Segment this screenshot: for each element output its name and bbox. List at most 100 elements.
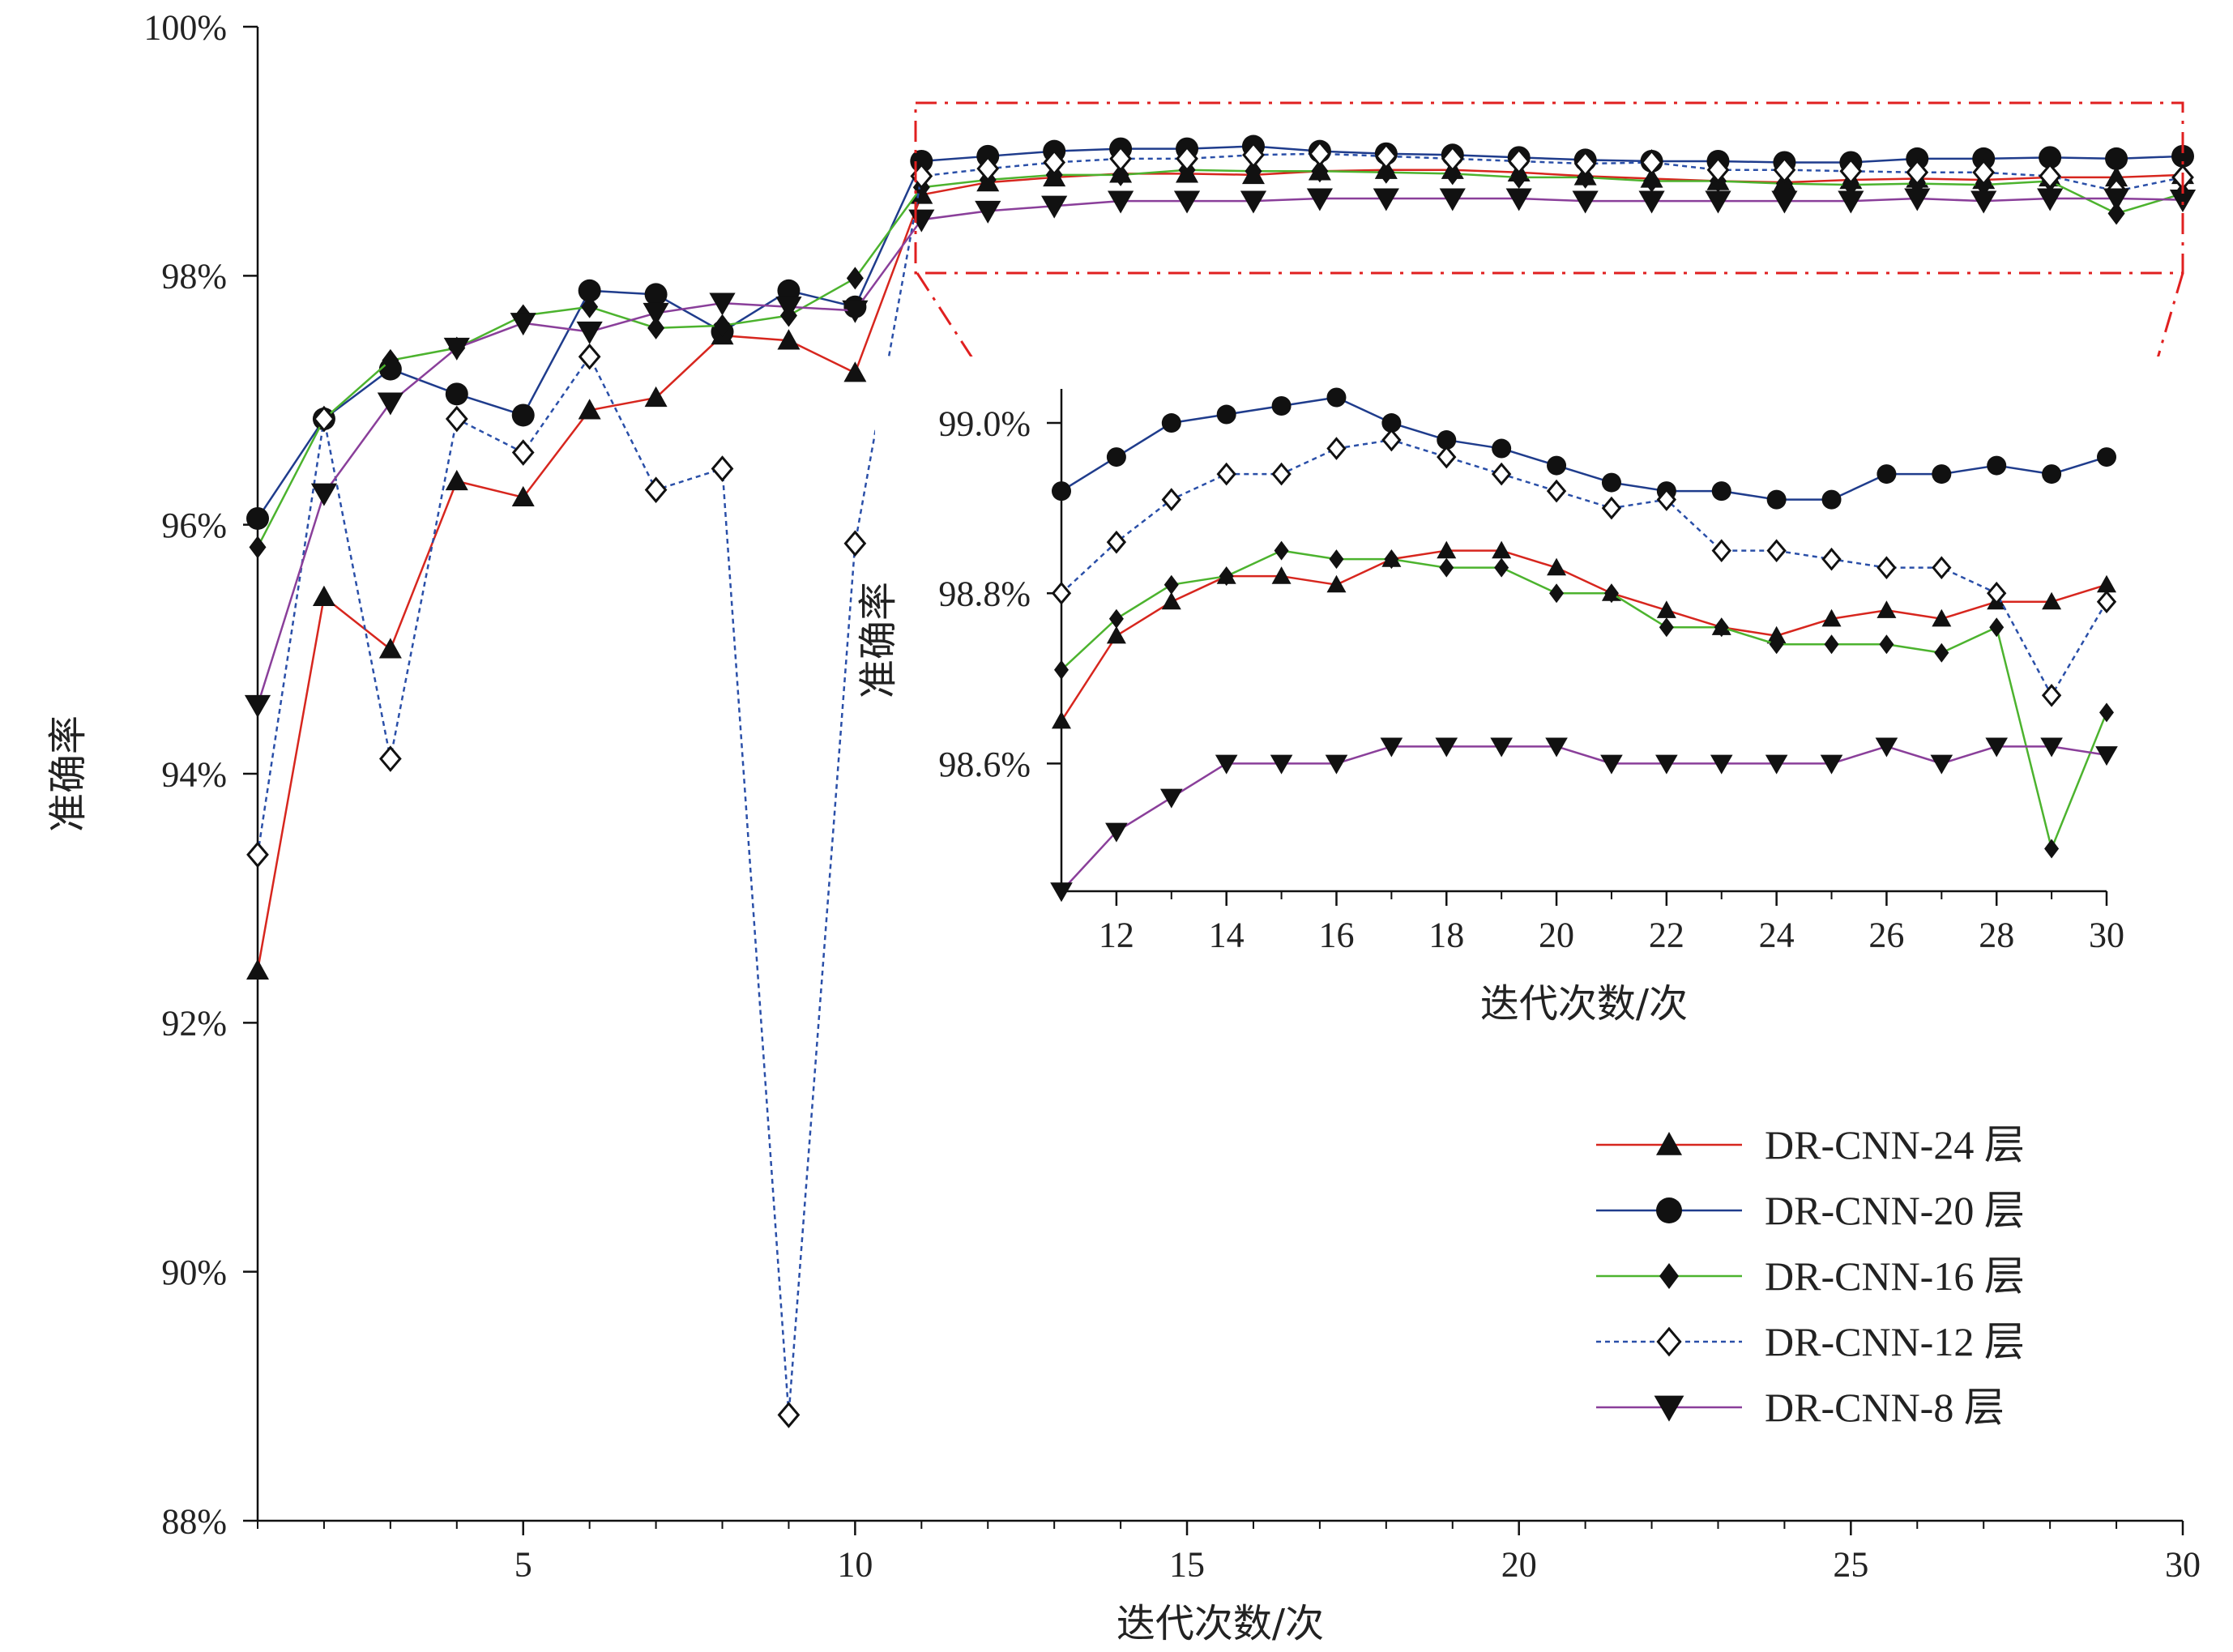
data-point [777,1402,801,1428]
data-point [1545,737,1568,758]
x-tick-label: 12 [1099,916,1134,955]
legend-item-0: DR-CNN-24 层 [1596,1122,2025,1167]
data-point [1161,591,1181,610]
data-point [1821,489,1842,510]
data-point [1970,190,1997,214]
data-point [1271,462,1292,486]
x-tick-label: 14 [1209,916,1245,955]
data-point [711,455,734,482]
data-point [1437,430,1457,450]
x-tick-label: 18 [1428,916,1464,955]
data-point [1441,145,1464,173]
data-point [1643,169,1661,193]
y-tick-label: 92% [161,1004,227,1044]
y-tick-label: 100% [143,7,227,47]
data-point [1773,156,1796,184]
data-point [1492,540,1512,559]
data-point [1050,882,1073,903]
legend-marker [1656,1132,1682,1155]
x-tick-label: 24 [1759,916,1795,955]
legend-label: DR-CNN-24 层 [1765,1122,2025,1167]
data-point [1215,754,1238,775]
legend-label: DR-CNN-20 层 [1765,1188,2025,1233]
data-point [1176,145,1198,173]
legend: DR-CNN-24 层 DR-CNN-20 层 DR-CNN-16 层 DR-CNN-… [1596,1122,2025,1430]
data-point [2097,447,2116,467]
data-point [1437,445,1457,469]
data-point [1271,566,1292,584]
data-point [1161,488,1181,511]
data-point [1242,141,1265,169]
data-point [1705,190,1731,214]
data-point [1041,195,1068,219]
data-point [644,476,668,503]
legend-marker [1656,1197,1682,1223]
data-point [1714,617,1729,638]
y-tick-label: 99.0% [938,403,1031,443]
legend-item-1: DR-CNN-20 层 [1596,1188,2025,1233]
series-4 [244,188,2197,718]
data-point [1325,754,1348,775]
data-point [1163,574,1179,595]
data-point [1380,737,1403,758]
data-point [1381,428,1402,452]
data-point [576,321,603,344]
data-point [249,536,267,559]
data-point [1875,737,1898,758]
legend-label: DR-CNN-12 层 [1765,1319,2025,1364]
data-point [1766,489,1787,510]
data-point [1309,140,1331,168]
data-point [244,694,271,718]
data-point [714,314,732,337]
y-axis-title: 准确率 [45,715,91,832]
data-point [2105,165,2128,187]
data-point [1439,557,1454,578]
data-point [1765,754,1788,775]
data-point [1051,581,1072,605]
data-point [1987,455,2007,476]
data-point [1216,462,1236,486]
data-point [1219,566,1234,587]
data-point [511,439,535,466]
x-tick-label: 26 [1868,916,1904,955]
data-point [2099,702,2114,723]
data-point [1824,634,1839,655]
x-tick-label: 28 [1979,916,2014,955]
data-point [1821,547,1842,571]
series-line [1061,549,2108,850]
data-point [1216,404,1236,425]
data-point [510,313,536,336]
data-point [1655,754,1678,775]
data-point [1766,539,1787,562]
data-point [445,469,468,491]
data-point [377,392,403,416]
x-tick-label: 15 [1169,1545,1205,1585]
data-point [1906,147,1929,170]
data-point [976,155,1000,182]
data-point [1932,464,1952,485]
legend-marker [1659,1263,1679,1289]
data-point [2105,147,2128,170]
data-point [1240,190,1267,214]
data-point [1711,481,1731,502]
data-point [378,638,402,659]
series-4 [1050,737,2118,903]
data-point [777,279,801,302]
data-point [1052,481,1071,502]
data-point [1879,634,1894,655]
data-point [842,300,869,323]
data-point [382,348,399,372]
series-line [1060,549,2107,722]
data-point [1638,190,1665,214]
data-point [1601,472,1621,493]
data-point [1326,437,1347,460]
data-point [1769,634,1784,655]
data-point [1573,150,1597,177]
data-point [1659,617,1674,638]
data-point [2042,591,2062,610]
series-3 [1051,428,2117,707]
data-point [1108,608,1124,629]
y-tick-label: 98.6% [938,745,1031,784]
data-point [578,343,601,370]
